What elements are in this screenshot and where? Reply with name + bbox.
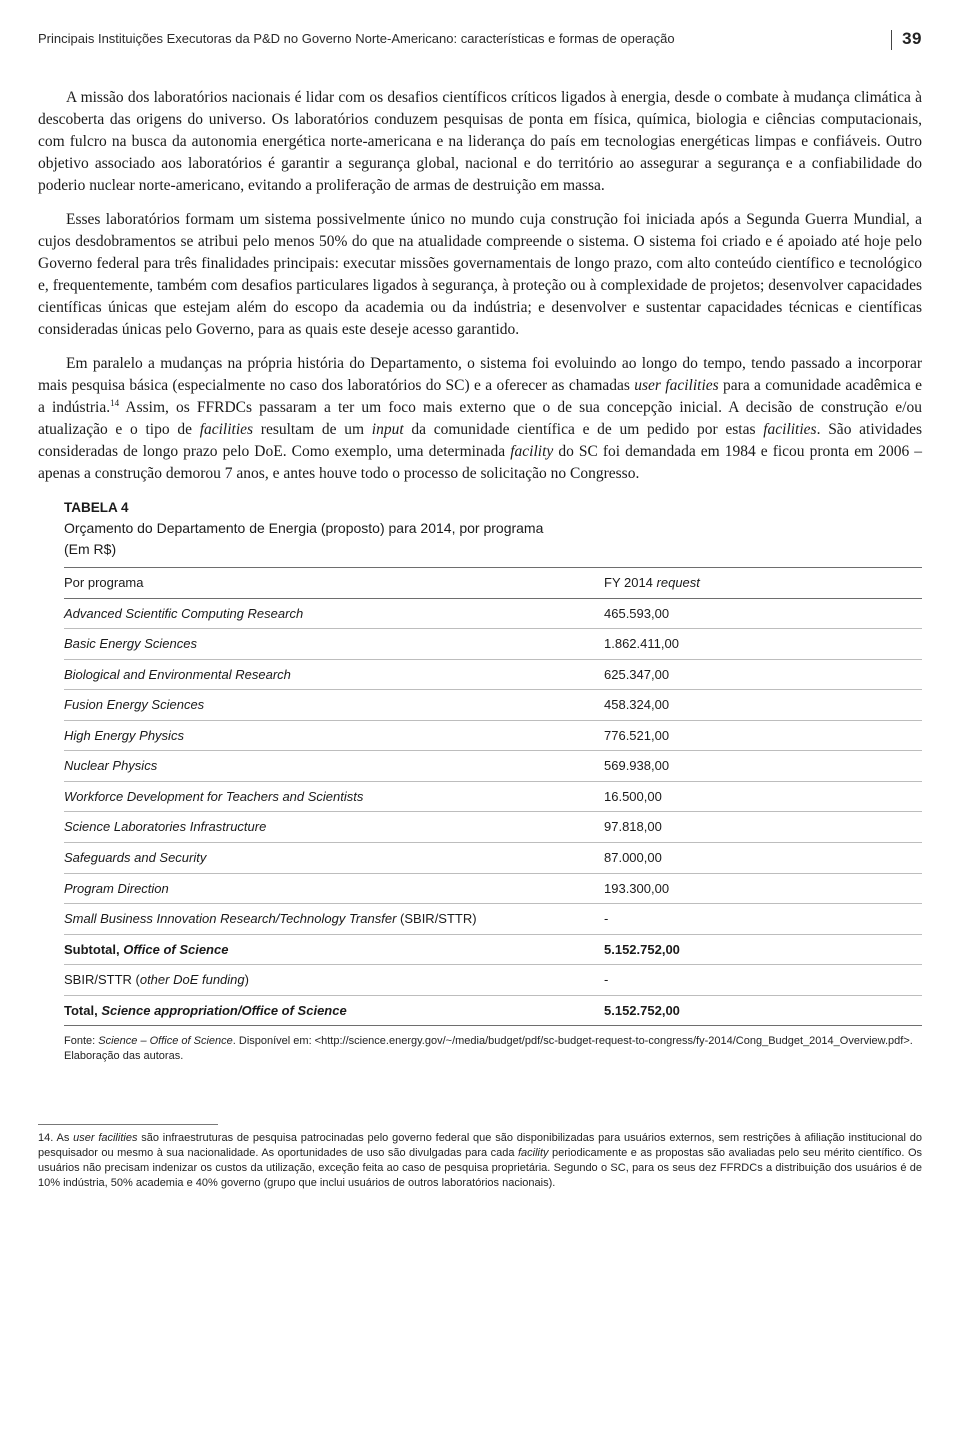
p3-g: input (372, 421, 404, 438)
head-separator (891, 30, 892, 50)
p3-b: user facilities (634, 377, 718, 394)
row-value: - (604, 904, 922, 935)
table-row: High Energy Physics776.521,00 (64, 720, 922, 751)
total-label: Total, Science appropriation/Office of S… (64, 995, 604, 1026)
table-unit: (Em R$) (64, 540, 922, 559)
table-row: Fusion Energy Sciences458.324,00 (64, 690, 922, 721)
table-row: Biological and Environmental Research625… (64, 659, 922, 690)
table-row: Program Direction193.300,00 (64, 873, 922, 904)
col2-b: request (657, 575, 700, 590)
subtotal-value: 5.152.752,00 (604, 934, 922, 965)
row-value: 465.593,00 (604, 598, 922, 629)
subtotal-row: Subtotal, Office of Science5.152.752,00 (64, 934, 922, 965)
row-value: 458.324,00 (604, 690, 922, 721)
paragraph-1-text: A missão dos laboratórios nacionais é li… (38, 89, 922, 194)
row-value: 569.938,00 (604, 751, 922, 782)
row-value: 625.347,00 (604, 659, 922, 690)
table-row: Basic Energy Sciences1.862.411,00 (64, 629, 922, 660)
table-source: Fonte: Science – Office of Science. Disp… (64, 1034, 922, 1064)
fn-b: user facilities (73, 1132, 137, 1144)
row-label: Nuclear Physics (64, 751, 604, 782)
table-row: Advanced Scientific Computing Research46… (64, 598, 922, 629)
total-value: 5.152.752,00 (604, 995, 922, 1026)
row-label: Advanced Scientific Computing Research (64, 598, 604, 629)
p3-k: facility (510, 443, 553, 460)
row-label: Science Laboratories Infrastructure (64, 812, 604, 843)
footnote-ref-14: 14 (110, 398, 119, 408)
row-label: Small Business Innovation Research/Techn… (64, 904, 604, 935)
p3-f: resultam de um (253, 421, 372, 438)
subtotal-label: Subtotal, Office of Science (64, 934, 604, 965)
sbir-value: - (604, 965, 922, 996)
row-label: High Energy Physics (64, 720, 604, 751)
paragraph-2-text: Esses laboratórios formam um sistema pos… (38, 211, 922, 338)
row-value: 1.862.411,00 (604, 629, 922, 660)
footnote-rule (38, 1124, 218, 1125)
paragraph-2: Esses laboratórios formam um sistema pos… (38, 209, 922, 341)
footnote-14: 14. As user facilities são infraestrutur… (38, 1131, 922, 1190)
row-label: Fusion Energy Sciences (64, 690, 604, 721)
row-value: 193.300,00 (604, 873, 922, 904)
row-label: Basic Energy Sciences (64, 629, 604, 660)
col2-a: FY 2014 (604, 575, 657, 590)
sbir-label: SBIR/STTR (other DoE funding) (64, 965, 604, 996)
page: Principais Instituições Executoras da P&… (0, 0, 960, 1210)
table-row: Small Business Innovation Research/Techn… (64, 904, 922, 935)
row-value: 776.521,00 (604, 720, 922, 751)
row-label: Safeguards and Security (64, 843, 604, 874)
fn-num: 14. (38, 1132, 56, 1144)
table-label: TABELA 4 (64, 499, 922, 517)
row-value: 16.500,00 (604, 781, 922, 812)
total-row: Total, Science appropriation/Office of S… (64, 995, 922, 1026)
page-number: 39 (902, 28, 922, 51)
row-label: Workforce Development for Teachers and S… (64, 781, 604, 812)
p3-i: facilities (763, 421, 816, 438)
row-label: Biological and Environmental Research (64, 659, 604, 690)
row-value: 97.818,00 (604, 812, 922, 843)
sbir-row: SBIR/STTR (other DoE funding)- (64, 965, 922, 996)
table-row: Safeguards and Security87.000,00 (64, 843, 922, 874)
paragraph-1: A missão dos laboratórios nacionais é li… (38, 87, 922, 197)
col-fy2014: FY 2014 request (604, 568, 922, 599)
fn-a: As (56, 1132, 73, 1144)
table-row: Workforce Development for Teachers and S… (64, 781, 922, 812)
running-title: Principais Instituições Executoras da P&… (38, 30, 881, 48)
src-c: . Disponível em: <http://science.energy.… (233, 1035, 913, 1047)
budget-table: Por programa FY 2014 request Advanced Sc… (64, 567, 922, 1026)
paragraph-3: Em paralelo a mudanças na própria histór… (38, 353, 922, 485)
table-header-row: Por programa FY 2014 request (64, 568, 922, 599)
table-row: Science Laboratories Infrastructure97.81… (64, 812, 922, 843)
col-program: Por programa (64, 568, 604, 599)
table-4: TABELA 4 Orçamento do Departamento de En… (64, 499, 922, 1026)
table-body: Advanced Scientific Computing Research46… (64, 598, 922, 1026)
src-d: Elaboração das autoras. (64, 1050, 183, 1062)
table-title: Orçamento do Departamento de Energia (pr… (64, 519, 922, 538)
src-a: Fonte: (64, 1035, 98, 1047)
running-head: Principais Instituições Executoras da P&… (38, 30, 922, 51)
row-value: 87.000,00 (604, 843, 922, 874)
row-label: Program Direction (64, 873, 604, 904)
fn-d: facility (518, 1147, 549, 1159)
src-b: Science – Office of Science (98, 1035, 233, 1047)
p3-h: da comunidade científica e de um pedido … (404, 421, 764, 438)
table-row: Nuclear Physics569.938,00 (64, 751, 922, 782)
p3-e: facilities (200, 421, 253, 438)
